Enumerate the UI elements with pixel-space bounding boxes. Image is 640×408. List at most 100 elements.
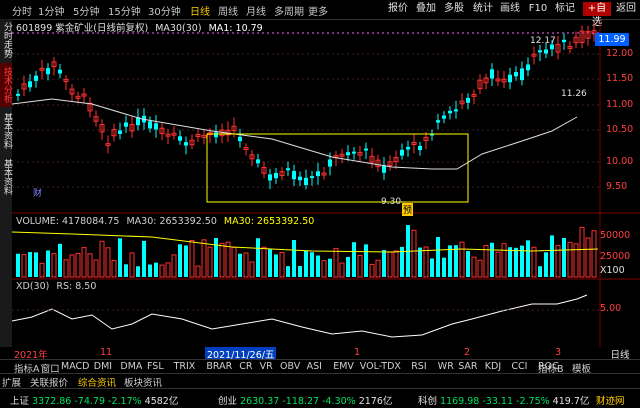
period-7[interactable]: 月线 [246,7,266,18]
volume-bar [393,250,399,278]
indicator-tabs: 指标A 窗口 MACD DMI DMA FSL TRIX BRAR CR VR OBV ASI EMV V… [0,359,640,375]
indicator-tab-2[interactable]: MACD [61,361,90,372]
volume-bar [430,258,434,277]
indicator-right-0[interactable]: 指标B [538,364,564,375]
indicator-tab-8[interactable]: CR [239,361,253,372]
event-marker[interactable]: 预 [402,203,414,216]
period-label[interactable]: 日线 [610,350,630,361]
candle-body [189,139,195,146]
toolbar-button-6[interactable]: 标记 [555,3,575,14]
candle-body [579,30,585,44]
bottom-tab-1[interactable]: 关联报价 [30,378,69,389]
candle-body [382,165,386,173]
volume-bar [111,260,117,278]
toolbar-button-5[interactable]: F10 [528,3,548,14]
candle-body [16,93,20,96]
sidebar-tab-news[interactable]: 基本资料 [2,159,12,195]
candle-body [321,172,327,176]
period-6[interactable]: 周线 [218,7,238,18]
indicator-tab-0[interactable]: 指标A [14,364,40,375]
indicator-tab-5[interactable]: FSL [147,361,164,372]
indicator-tab-1[interactable]: 窗口 [40,364,60,375]
volume-bar [148,264,152,277]
volume-bar [346,256,350,277]
indicator-tab-10[interactable]: OBV [280,361,301,372]
candle-body [81,93,87,97]
volume-bar [286,266,290,277]
period-4[interactable]: 30分钟 [148,7,181,18]
volume-bar [304,250,308,277]
candle-body [555,43,561,53]
date-year: 2021年 [14,350,48,361]
y-tick: 9.50 [606,181,628,192]
volume-bar [585,237,591,278]
finance-marker[interactable]: 财 [33,189,43,199]
selection-box[interactable] [206,133,469,203]
index-item-0[interactable]: 上证 3372.86 -74.79 -2.17% 4582亿 [10,396,179,407]
indicator-right-1[interactable]: 模板 [572,364,592,375]
candle-body [34,75,38,81]
indicator-tab-9[interactable]: VR [259,361,273,372]
indicator-tab-3[interactable]: DMI [93,361,113,372]
candle-body [352,151,356,154]
indicator-tab-16[interactable]: SAR [458,361,478,372]
indicator-tab-17[interactable]: KDJ [484,361,502,372]
candle-body [178,136,182,141]
sidebar-tab-technical[interactable]: 技术分析 [0,63,12,107]
period-1[interactable]: 1分钟 [38,7,65,18]
period-9[interactable]: 更多 [308,7,328,18]
index-bar: 上证 3372.86 -74.79 -2.17% 4582亿 创业 2630.37… [0,388,640,408]
toolbar-button-3[interactable]: 统计 [473,3,493,14]
indicator-tab-6[interactable]: TRIX [173,361,196,372]
indicator-tab-14[interactable]: RSI [411,361,427,372]
bottom-tab-0[interactable]: 扩展 [2,378,22,389]
volume-bar [579,226,585,278]
candle-body [393,156,399,163]
indicator-tab-19[interactable]: ROC [538,361,559,372]
indicator-tab-12[interactable]: EMV [333,361,354,372]
candle-body [514,72,518,77]
volume-bar [268,249,272,277]
sidebar-tab-fundamentals[interactable]: 基本资料 [2,113,12,149]
toolbar-button-7[interactable]: +自选 [583,2,611,28]
volume-bar [219,242,225,278]
sidebar-tab-timeshare[interactable]: 分时走势 [2,22,12,58]
bottom-tab-2[interactable]: 综合资讯 [78,378,117,389]
period-2[interactable]: 5分钟 [73,7,100,18]
indicator-tab-15[interactable]: WR [437,361,454,372]
candle-body [526,64,530,71]
toolbar-button-2[interactable]: 多股 [444,3,464,14]
candle-body [400,149,404,156]
toolbar-button-0[interactable]: 报价 [388,3,408,14]
toolbar-button-1[interactable]: 叠加 [416,3,436,14]
period-0[interactable]: 分时 [12,7,32,18]
index-item-1[interactable]: 创业 2630.37 -118.27 -4.30% 2176亿 [218,396,393,407]
kline-chart[interactable] [12,19,640,347]
indicator-tab-4[interactable]: DMA [120,361,143,372]
volume-bar [466,251,470,277]
date-month: 3 [555,347,562,358]
toolbar-button-8[interactable]: 返回 [616,3,636,14]
candle-body [46,68,50,75]
toolbar-button-4[interactable]: 画线 [500,3,520,14]
indicator-tab-13[interactable]: VOL-TDX [359,361,401,372]
volume-bar [243,252,249,278]
volume-bar [495,251,501,278]
volume-bar [531,246,537,278]
period-3[interactable]: 15分钟 [108,7,141,18]
candle-body [111,128,117,137]
candle-body [591,30,597,35]
candle-body [136,117,140,126]
index-item-2[interactable]: 科创 1169.98 -33.11 -2.75% 419.7亿 [418,396,590,407]
volume-bar [51,253,57,278]
candle-body [490,69,494,79]
volume-ma2: MA30: 2653392.50 [223,216,315,227]
indicator-tab-7[interactable]: BRAR [206,361,233,372]
period-5[interactable]: 日线 [190,7,210,18]
candle-body [51,61,57,68]
bottom-tab-3[interactable]: 板块资讯 [124,378,163,389]
indicator-tab-11[interactable]: ASI [306,361,322,372]
period-8[interactable]: 多周期 [274,7,304,18]
indicator-tab-18[interactable]: CCI [511,361,528,372]
xd-header: XD(30) RS: 8.50 [16,281,96,292]
